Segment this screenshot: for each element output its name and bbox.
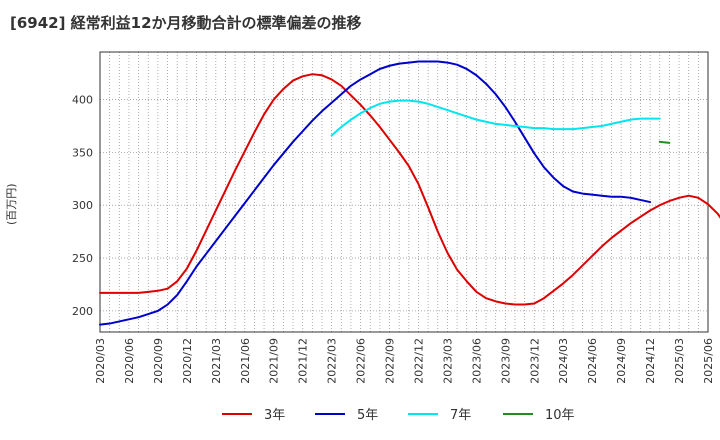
- plot-frame: [99, 51, 709, 333]
- x-tick-label: 2022/06: [355, 338, 368, 384]
- legend-label: 7年: [450, 408, 471, 423]
- x-tick-label: 2023/06: [470, 338, 483, 384]
- series-line-10年: [658, 140, 671, 144]
- x-tick-label: 2022/12: [412, 338, 425, 384]
- x-tick-label: 2021/06: [239, 338, 252, 384]
- legend-label: 10年: [545, 408, 575, 423]
- y-tick-label: 350: [72, 146, 93, 159]
- legend-label: 5年: [357, 408, 378, 423]
- x-tick-label: 2025/06: [702, 338, 715, 384]
- series-line-7年: [330, 99, 661, 137]
- x-tick-label: 2020/09: [152, 338, 165, 384]
- x-tick-label: 2024/06: [586, 338, 599, 384]
- legend-label: 3年: [264, 408, 285, 423]
- x-tick-label: 2020/12: [181, 338, 194, 384]
- x-tick-label: 2023/03: [441, 338, 454, 384]
- x-tick-label: 2023/12: [528, 338, 541, 384]
- x-tick-label: 2024/12: [644, 338, 657, 384]
- chart-title: [6942] 経常利益12か月移動合計の標準偏差の推移: [10, 14, 362, 32]
- x-tick-label: 2024/09: [615, 338, 628, 384]
- series-line-3年: [99, 73, 720, 306]
- plot-area: [100, 52, 708, 332]
- y-tick-label: 250: [72, 252, 93, 265]
- y-tick-label: 400: [72, 94, 93, 107]
- x-tick-label: 2021/09: [268, 338, 281, 384]
- x-tick-label: 2020/03: [94, 338, 107, 384]
- y-tick-label: 200: [72, 305, 93, 318]
- x-tick-label: 2023/09: [499, 338, 512, 384]
- x-tick-label: 2022/09: [384, 338, 397, 384]
- x-tick-label: 2024/03: [557, 338, 570, 384]
- x-tick-label: 2021/03: [210, 338, 223, 384]
- x-tick-label: 2025/03: [673, 338, 686, 384]
- x-tick-label: 2022/03: [326, 338, 339, 384]
- x-tick-label: 2021/12: [297, 338, 310, 384]
- series-line-5年: [99, 60, 652, 326]
- y-tick-label: 300: [72, 199, 93, 212]
- x-tick-label: 2020/06: [123, 338, 136, 384]
